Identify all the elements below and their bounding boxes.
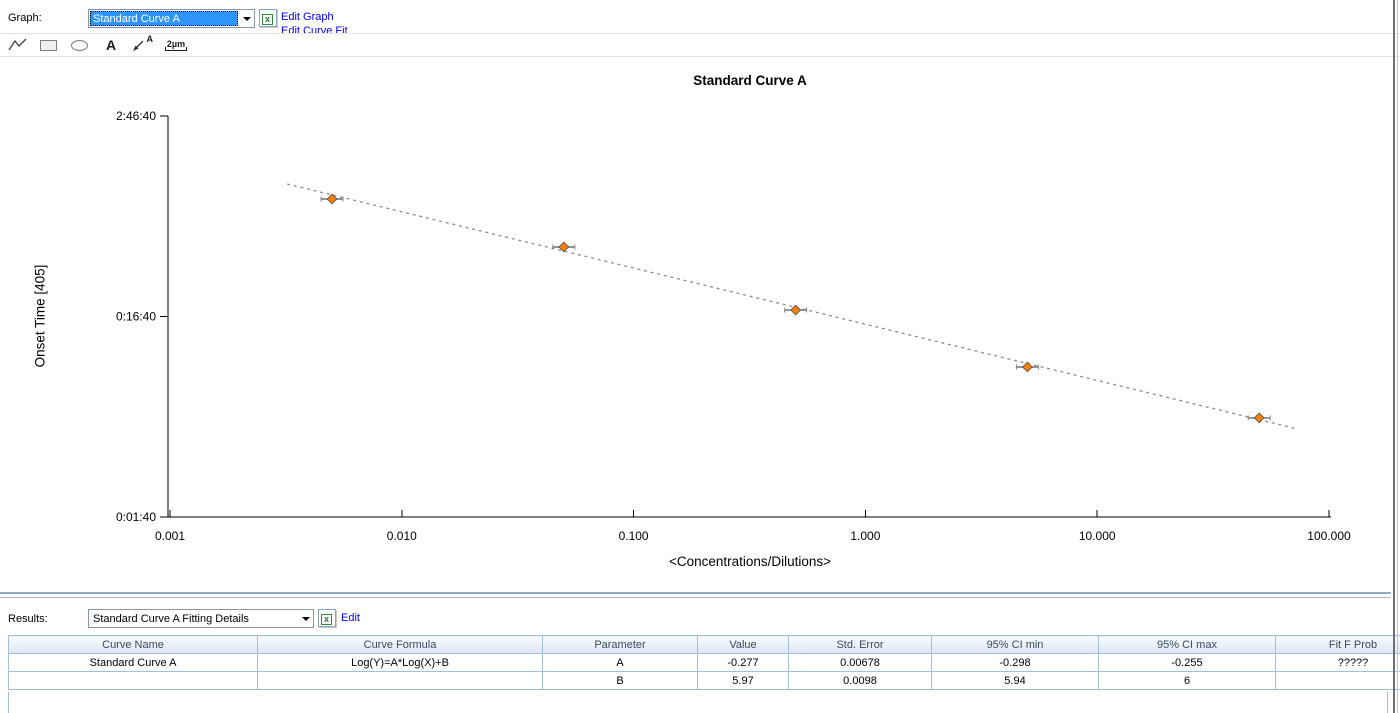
cell-ci-max: 6	[1098, 671, 1276, 690]
excel-icon	[259, 9, 277, 27]
svg-text:0.010: 0.010	[387, 529, 417, 543]
svg-text:0.100: 0.100	[619, 529, 649, 543]
header-fit-f-prob: Fit F Prob	[1275, 635, 1400, 654]
graph-dropdown[interactable]: Standard Curve A	[88, 9, 255, 28]
cell-curve-name: Standard Curve A	[8, 653, 258, 672]
ellipse-tool-button[interactable]	[69, 35, 91, 55]
table-row: B 5.97 0.0098 5.94 6	[8, 671, 1400, 690]
svg-text:0:01:40: 0:01:40	[116, 510, 156, 524]
svg-text:10.000: 10.000	[1079, 529, 1116, 543]
header-std-error: Std. Error	[788, 635, 932, 654]
svg-text:0.001: 0.001	[155, 529, 185, 543]
cell-std-error: 0.00678	[788, 653, 932, 672]
chevron-down-icon	[242, 16, 251, 21]
header-curve-formula: Curve Formula	[257, 635, 543, 654]
edit-results-link[interactable]: Edit	[341, 612, 360, 624]
table-empty-area	[8, 692, 1388, 713]
polyline-icon	[8, 38, 27, 51]
rectangle-icon	[40, 40, 57, 51]
excel-x-glyph	[321, 614, 332, 625]
cell-parameter: A	[542, 653, 698, 672]
cell-value: -0.277	[697, 653, 789, 672]
excel-icon	[318, 609, 336, 627]
cell-parameter: B	[542, 671, 698, 690]
cell-ci-min: 5.94	[931, 671, 1099, 690]
graph-dropdown-value: Standard Curve A	[90, 11, 238, 26]
svg-text:1.000: 1.000	[850, 529, 880, 543]
table-header-row: Curve Name Curve Formula Parameter Value…	[8, 635, 1400, 654]
header-curve-name: Curve Name	[8, 635, 258, 654]
results-dropdown-value: Standard Curve A Fitting Details	[93, 613, 249, 625]
cell-fit-f-prob	[1275, 671, 1400, 690]
fitting-details-table: Curve Name Curve Formula Parameter Value…	[8, 635, 1400, 690]
results-label: Results:	[8, 613, 48, 625]
cell-std-error: 0.0098	[788, 671, 932, 690]
svg-text:0:16:40: 0:16:40	[116, 310, 156, 324]
window-right-border	[1393, 0, 1395, 713]
cell-curve-formula: Log(Y)=A*Log(X)+B	[257, 653, 543, 672]
text-tool-button[interactable]: A	[100, 35, 122, 55]
section-divider	[0, 592, 1391, 594]
text-icon: A	[105, 37, 117, 53]
x-axis-label: <Concentrations/Dilutions>	[668, 554, 832, 569]
cell-value: 5.97	[697, 671, 789, 690]
annotation-arrow-tool-button[interactable]: A	[131, 35, 153, 55]
cell-ci-min: -0.298	[931, 653, 1099, 672]
results-dropdown[interactable]: Standard Curve A Fitting Details	[88, 609, 314, 628]
cell-fit-f-prob: ?????	[1275, 653, 1400, 672]
dropdown-arrow-button[interactable]	[239, 10, 254, 27]
standard-curve-chart-canvas: 0.001 0.010 0.100 1.000 10.000 100.000 2:46:40…	[116, 109, 1351, 543]
annotation-arrow-label-glyph: A	[146, 34, 154, 44]
polyline-tool-button[interactable]	[7, 35, 29, 55]
chevron-down-icon	[301, 616, 310, 621]
scale-bar-tool-button[interactable]: 2µm	[162, 35, 190, 55]
svg-text:100.000: 100.000	[1307, 529, 1351, 543]
chart-title: Standard Curve A	[693, 73, 807, 88]
graph-label: Graph:	[8, 12, 42, 24]
cell-curve-formula	[257, 671, 543, 690]
svg-text:2:46:40: 2:46:40	[116, 109, 156, 123]
ellipse-icon	[71, 40, 88, 51]
excel-x-glyph	[262, 14, 273, 25]
dropdown-arrow-button[interactable]	[298, 610, 313, 627]
annotation-arrow-icon	[133, 40, 144, 51]
annotation-toolbar: A A 2µm	[0, 33, 1400, 57]
header-parameter: Parameter	[542, 635, 698, 654]
export-results-to-excel-button[interactable]	[318, 609, 336, 627]
header-ci-max: 95% CI max	[1098, 635, 1276, 654]
header-ci-min: 95% CI min	[931, 635, 1099, 654]
rectangle-tool-button[interactable]	[38, 35, 60, 55]
export-graph-to-excel-button[interactable]	[259, 9, 277, 27]
section-divider-shadow	[0, 597, 1391, 598]
cell-ci-max: -0.255	[1098, 653, 1276, 672]
table-row: Standard Curve A Log(Y)=A*Log(X)+B A -0.…	[8, 653, 1400, 672]
scale-bar-icon: 2µm	[164, 39, 188, 51]
cell-curve-name	[8, 671, 258, 690]
header-value: Value	[697, 635, 789, 654]
edit-graph-link[interactable]: Edit Graph	[281, 11, 334, 23]
window-right-border-highlight	[1397, 0, 1398, 713]
